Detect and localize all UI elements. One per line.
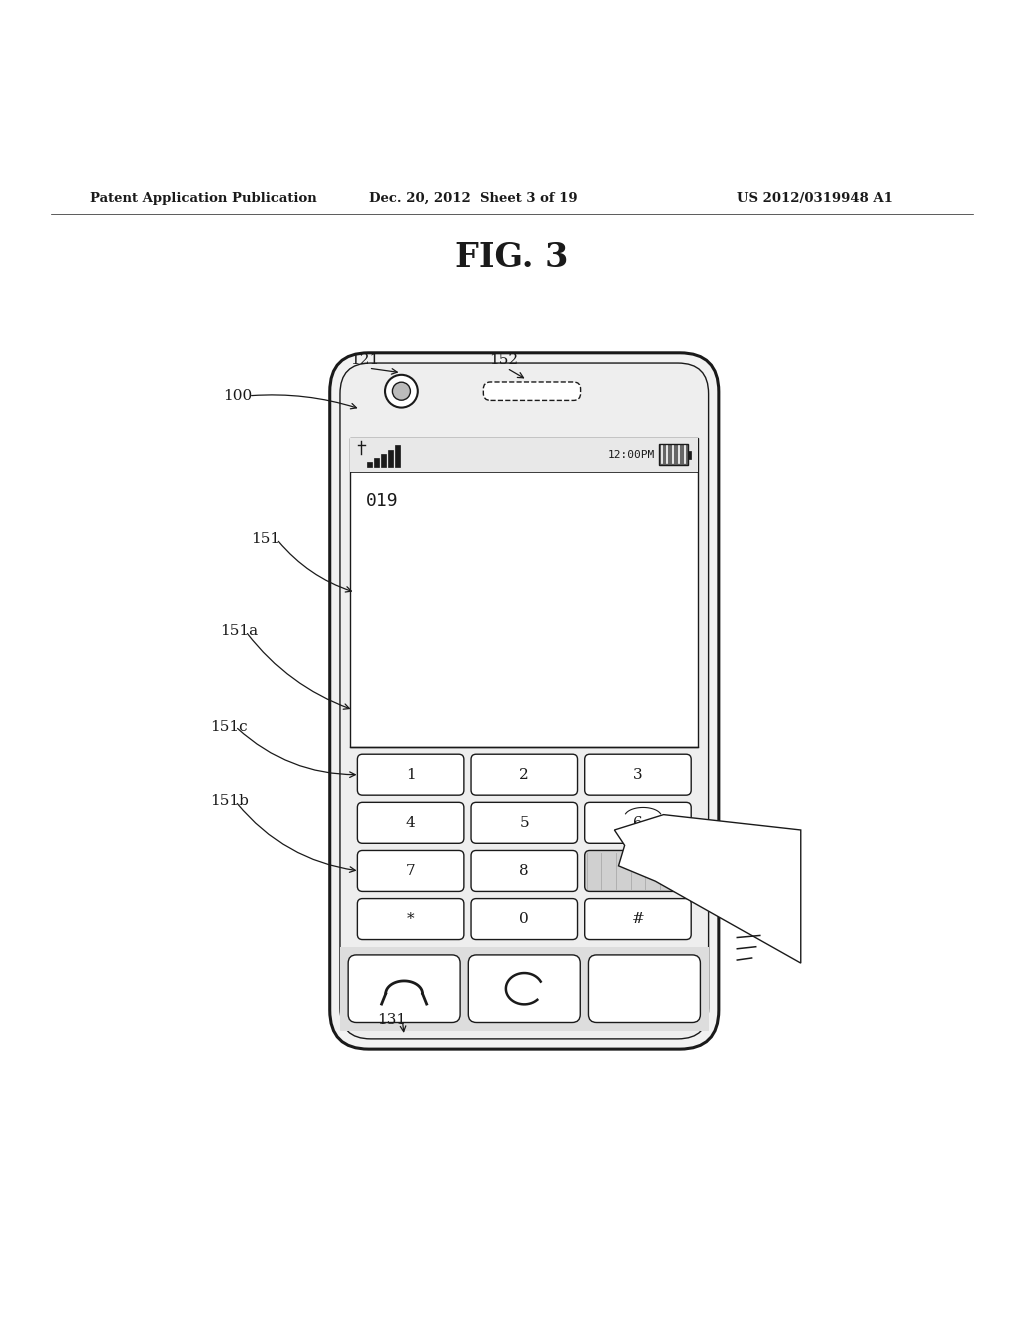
FancyBboxPatch shape <box>585 850 691 891</box>
Text: 152: 152 <box>489 352 518 367</box>
Text: 4: 4 <box>406 816 416 830</box>
Text: US 2012/0319948 A1: US 2012/0319948 A1 <box>737 191 893 205</box>
Text: 151a: 151a <box>220 624 258 639</box>
Bar <box>395 445 400 467</box>
FancyBboxPatch shape <box>357 899 464 940</box>
Polygon shape <box>614 814 801 964</box>
Bar <box>688 450 691 459</box>
FancyBboxPatch shape <box>471 754 578 795</box>
FancyBboxPatch shape <box>468 954 581 1023</box>
Text: 151: 151 <box>251 532 280 546</box>
Text: Patent Application Publication: Patent Application Publication <box>90 191 316 205</box>
Text: Dec. 20, 2012  Sheet 3 of 19: Dec. 20, 2012 Sheet 3 of 19 <box>369 191 578 205</box>
FancyBboxPatch shape <box>585 754 691 795</box>
Circle shape <box>392 383 411 400</box>
Bar <box>374 458 379 467</box>
Text: 151b: 151b <box>210 795 249 808</box>
Bar <box>367 462 372 467</box>
Text: 2: 2 <box>519 768 529 781</box>
Bar <box>350 438 698 747</box>
Text: 121: 121 <box>350 352 379 367</box>
Text: 151c: 151c <box>210 719 248 734</box>
Text: 12:00PM: 12:00PM <box>608 450 655 459</box>
Text: 100: 100 <box>223 389 253 403</box>
Bar <box>381 454 386 467</box>
Text: #: # <box>632 912 644 927</box>
Text: *: * <box>407 912 415 927</box>
Bar <box>350 438 698 471</box>
FancyBboxPatch shape <box>340 363 709 1039</box>
FancyBboxPatch shape <box>483 381 581 400</box>
FancyBboxPatch shape <box>357 754 464 795</box>
Text: 6: 6 <box>633 816 643 830</box>
FancyBboxPatch shape <box>348 954 460 1023</box>
FancyBboxPatch shape <box>471 850 578 891</box>
Text: FIG. 3: FIG. 3 <box>456 242 568 275</box>
Bar <box>388 450 393 467</box>
FancyBboxPatch shape <box>357 803 464 843</box>
Circle shape <box>385 375 418 408</box>
Text: 131: 131 <box>377 1014 406 1027</box>
Text: 019: 019 <box>366 492 398 510</box>
FancyBboxPatch shape <box>585 803 691 843</box>
Bar <box>659 445 688 465</box>
Text: 8: 8 <box>519 865 529 878</box>
Text: 0: 0 <box>519 912 529 927</box>
FancyBboxPatch shape <box>471 899 578 940</box>
FancyBboxPatch shape <box>585 899 691 940</box>
FancyBboxPatch shape <box>357 850 464 891</box>
FancyBboxPatch shape <box>589 954 700 1023</box>
FancyBboxPatch shape <box>471 803 578 843</box>
FancyBboxPatch shape <box>330 352 719 1049</box>
Text: 5: 5 <box>519 816 529 830</box>
Text: 1: 1 <box>406 768 416 781</box>
Bar <box>340 946 709 1031</box>
Text: 3: 3 <box>633 768 643 781</box>
Text: 7: 7 <box>406 865 416 878</box>
